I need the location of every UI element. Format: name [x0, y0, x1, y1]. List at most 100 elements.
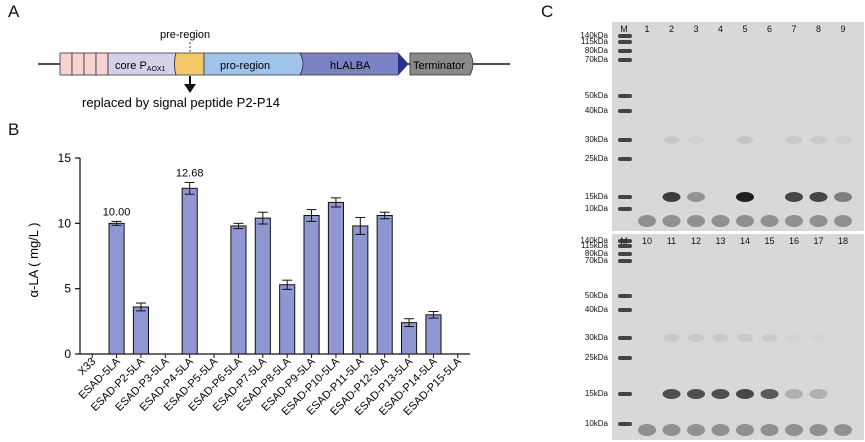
gel-lane — [834, 424, 852, 436]
band-15kda — [785, 389, 803, 399]
chart-axes: 0 5 10 15 — [58, 151, 470, 361]
marker-band — [618, 336, 632, 340]
marker-band — [618, 195, 632, 199]
marker-band — [618, 294, 632, 298]
bar — [401, 322, 418, 355]
band-dye-front — [711, 424, 730, 436]
band-30kda — [810, 334, 827, 342]
marker-label: 10kDa — [584, 419, 608, 428]
band-30kda — [688, 334, 704, 342]
marker-band — [618, 244, 632, 248]
gel-lane — [760, 334, 779, 436]
lane-number: 17 — [813, 236, 823, 246]
bar — [352, 225, 369, 355]
bar — [132, 306, 149, 355]
panel-b-label: B — [8, 120, 20, 139]
lane-number: 16 — [789, 236, 799, 246]
bar — [376, 214, 393, 355]
gel-lane — [760, 215, 779, 227]
pre-region-segment — [174, 52, 205, 76]
repeat-boxes — [59, 52, 109, 76]
marker-band — [618, 308, 632, 312]
repeat-box — [59, 52, 73, 76]
gel-lane — [736, 334, 754, 436]
band-30kda — [737, 334, 753, 342]
band-15kda — [736, 192, 754, 202]
lane-number: 15 — [764, 236, 774, 246]
gel-lane — [809, 136, 828, 227]
band-30kda — [663, 136, 680, 144]
band-dye-front — [736, 424, 754, 436]
bar — [181, 187, 198, 355]
y-axis-label: α-LA ( mg/L ) — [26, 223, 41, 298]
marker-label: 140kDa — [580, 31, 608, 40]
marker-band — [618, 157, 632, 161]
band-dye-front — [809, 215, 828, 227]
lane-number: 7 — [791, 24, 796, 34]
marker-label: 15kDa — [584, 192, 608, 201]
lane-number: 1 — [644, 24, 649, 34]
marker-band — [618, 207, 632, 211]
gel-lane — [687, 334, 705, 436]
band-dye-front — [662, 215, 681, 227]
band-15kda — [662, 192, 681, 202]
pro-region-label: pro-region — [220, 60, 270, 72]
marker-band — [618, 40, 632, 44]
y-tick-label: 5 — [64, 282, 71, 296]
gel-lane — [662, 334, 681, 436]
band-30kda — [737, 136, 753, 144]
lane-number: 12 — [691, 236, 701, 246]
data-label: 12.68 — [176, 167, 204, 179]
band-15kda — [809, 389, 828, 399]
band-dye-front — [760, 424, 779, 436]
band-dye-front — [785, 424, 803, 436]
hlalba-label: hLALBA — [330, 60, 371, 72]
marker-label: 30kDa — [584, 333, 608, 342]
marker-label: 25kDa — [584, 154, 608, 163]
marker-label: 50kDa — [584, 291, 608, 300]
data-label: 10.00 — [103, 206, 131, 218]
error-bar — [330, 197, 341, 208]
error-bar — [135, 302, 146, 312]
bar — [254, 217, 271, 355]
pre-region-label: pre-region — [160, 29, 210, 41]
marker-label: 70kDa — [584, 256, 608, 265]
gel-lane — [834, 136, 852, 227]
marker-lane-label: M — [620, 24, 628, 34]
marker-label: 115kDa — [581, 37, 608, 46]
construct-diagram: core PAOX1 pro-region hLALBA Terminator … — [38, 29, 510, 110]
gel-lane — [711, 215, 730, 227]
error-bar — [282, 279, 293, 290]
gel-top: M 1 2 3 4 5 6 7 8 9 — [612, 22, 864, 231]
marker-label: 25kDa — [584, 353, 608, 362]
band-15kda — [809, 192, 828, 202]
bar — [303, 214, 320, 355]
error-bar — [184, 181, 195, 195]
lane-number: 5 — [742, 24, 747, 34]
terminator-label: Terminator — [413, 60, 465, 72]
marker-band — [618, 94, 632, 98]
marker-band — [618, 252, 632, 256]
bar — [425, 314, 442, 355]
gel-lane — [711, 334, 730, 436]
marker-label: 50kDa — [584, 91, 608, 100]
gel-lane — [785, 334, 803, 436]
core-promoter-label: core PAOX1 — [115, 60, 166, 73]
band-dye-front — [785, 215, 803, 227]
band-30kda — [688, 136, 704, 144]
band-15kda — [760, 389, 779, 399]
marker-label: 10kDa — [584, 204, 608, 213]
band-dye-front — [662, 424, 681, 436]
band-dye-front — [760, 215, 779, 227]
error-bar — [257, 211, 268, 225]
gel-bottom: M101112131415161718 — [612, 234, 864, 440]
band-30kda — [761, 334, 778, 342]
band-dye-front — [809, 424, 828, 436]
lane-number: 11 — [667, 236, 676, 246]
error-bar — [306, 209, 317, 222]
gel-lane — [638, 215, 656, 227]
marker-band — [618, 259, 632, 263]
band-15kda — [687, 389, 705, 399]
marker-label: 30kDa — [584, 135, 608, 144]
